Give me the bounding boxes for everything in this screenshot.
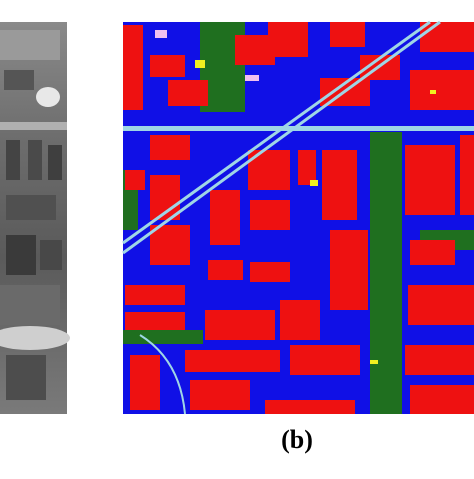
panel-label: (b) (281, 425, 313, 454)
grayscale-image (0, 22, 70, 414)
classification-map (122, 20, 474, 415)
